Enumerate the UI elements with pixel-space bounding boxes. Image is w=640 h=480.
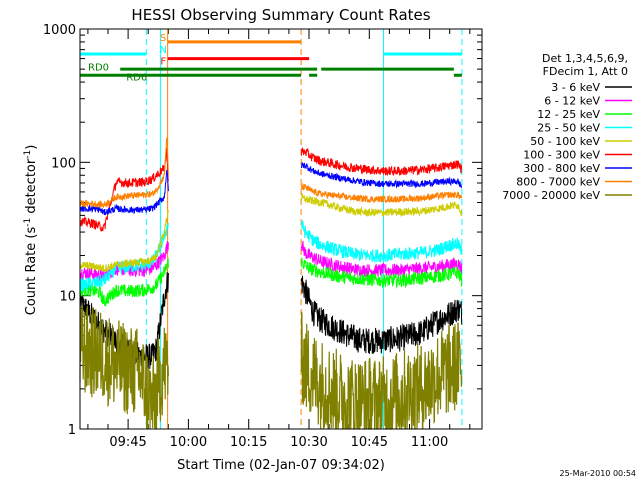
y-tick-label: 1 — [68, 423, 76, 438]
y-axis-label: Count Rate (s-1 detector-1) — [23, 145, 39, 316]
y-tick-label: 100 — [51, 156, 76, 171]
axis-ticks: 1 10 100 1000 09:45 10:00 10:15 10:30 10:45 11:00 — [43, 23, 482, 450]
flag-bars: SNF RD0 RD6 — [80, 33, 462, 84]
x-tick-label: 10:00 — [170, 435, 207, 450]
x-tick-label: 10:45 — [351, 435, 388, 450]
series-lines — [79, 137, 463, 431]
series-line — [79, 162, 463, 216]
series-line — [79, 147, 463, 232]
legend-entry-label: 3 - 6 keV — [551, 81, 600, 94]
legend-entry-label: 800 - 7000 keV — [516, 176, 600, 189]
legend-entry-label: 6 - 12 keV — [544, 95, 600, 108]
flag-label: RD0 — [88, 62, 109, 73]
legend-entry-label: 12 - 25 keV — [537, 108, 600, 121]
legend-entry-label: 300 - 800 keV — [523, 162, 600, 175]
y-tick-label: 10 — [59, 290, 76, 305]
legend-header: Det 1,3,4,5,6,9, — [542, 52, 628, 65]
series-line — [79, 137, 463, 209]
x-tick-label: 10:30 — [290, 435, 327, 450]
series-line — [79, 256, 463, 307]
legend-entry-label: 50 - 100 keV — [530, 135, 600, 148]
flag-label: F — [160, 57, 166, 68]
legend-header: FDecim 1, Att 0 — [543, 65, 628, 78]
legend-entry-label: 7000 - 20000 keV — [502, 189, 600, 202]
y-axis-label-exponent-2: -1 — [23, 150, 33, 159]
plot-frame — [79, 28, 483, 430]
x-tick-label: 10:15 — [230, 435, 267, 450]
x-tick-label: 11:00 — [411, 435, 448, 450]
legend: Det 1,3,4,5,6,9,FDecim 1, Att 0 3 - 6 keV… — [502, 52, 632, 202]
flag-label: RD6 — [126, 73, 147, 84]
y-axis-label-middle: detector — [24, 158, 39, 218]
series-line — [79, 192, 463, 272]
flag-label: S — [160, 33, 166, 44]
series-line — [79, 305, 463, 431]
y-axis-label-start: Count Rate (s — [24, 227, 39, 316]
x-tick-label: 09:45 — [109, 435, 146, 450]
chart-title: HESSI Observing Summary Count Rates — [131, 6, 430, 24]
x-axis-label: Start Time (02-Jan-07 09:34:02) — [177, 458, 385, 473]
legend-entry-label: 25 - 50 keV — [537, 122, 600, 135]
y-tick-label: 1000 — [43, 23, 76, 38]
footer-timestamp: 25-Mar-2010 00:54 — [560, 469, 637, 478]
legend-entry-label: 100 - 300 keV — [523, 149, 600, 162]
y-axis-label-exponent-1: -1 — [23, 218, 33, 227]
flag-label: N — [159, 45, 166, 56]
y-axis-label-end: ) — [24, 145, 39, 150]
